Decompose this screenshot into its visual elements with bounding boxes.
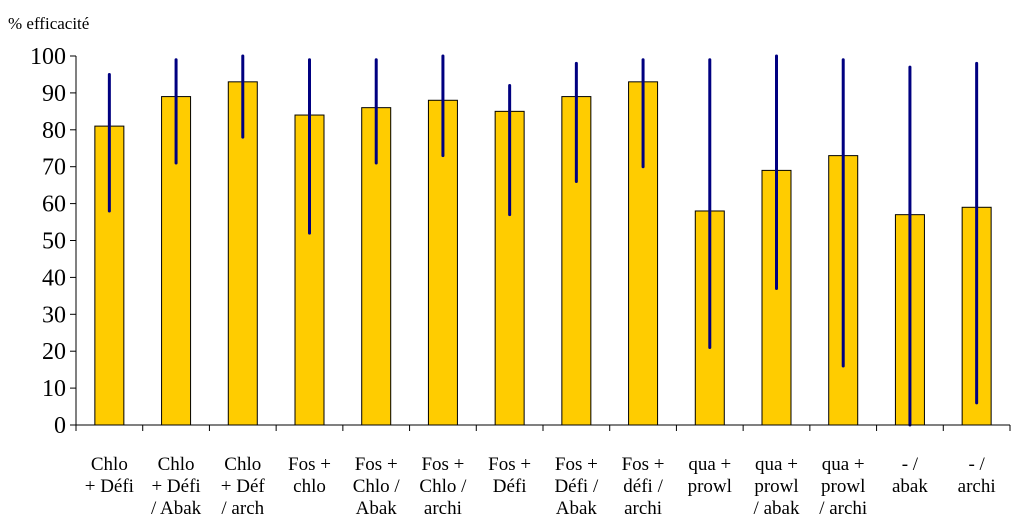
x-tick-label-line: prowl bbox=[688, 476, 732, 497]
x-tick-label-line: archi bbox=[624, 498, 662, 519]
x-tick-label: - / archi bbox=[958, 454, 996, 497]
x-tick-label: Fos + Défi / Abak bbox=[554, 454, 599, 519]
x-tick-label-line: qua + bbox=[688, 454, 731, 475]
x-tick-label-line: Fos + bbox=[555, 454, 598, 475]
x-tick-label-line: Chlo / bbox=[419, 476, 467, 497]
y-tick-label: 80 bbox=[42, 118, 66, 144]
x-tick-label-line: Chlo / bbox=[353, 476, 401, 497]
y-tick-label: 20 bbox=[42, 339, 66, 365]
x-tick-label-line: chlo bbox=[293, 476, 326, 497]
x-tick-label-line: archi bbox=[424, 498, 462, 519]
x-tick-label-line: archi bbox=[958, 476, 996, 497]
x-tick-label-line: - / bbox=[968, 454, 985, 475]
y-tick-label: 50 bbox=[42, 229, 66, 255]
x-tick-label-line: / abak bbox=[754, 498, 800, 519]
y-tick-label: 60 bbox=[42, 192, 66, 218]
y-tick-label: 10 bbox=[42, 376, 66, 402]
x-tick-label-line: / Abak bbox=[151, 498, 202, 519]
x-tick-label-line: / arch bbox=[221, 498, 264, 519]
x-tick-label-line: qua + bbox=[822, 454, 865, 475]
x-tick-label-line: abak bbox=[892, 476, 928, 497]
x-tick-label: Chlo + Déf / arch bbox=[221, 454, 266, 519]
y-tick-label: 70 bbox=[42, 155, 66, 181]
x-tick-label-line: Défi / bbox=[554, 476, 599, 497]
x-tick-label-line: prowl bbox=[821, 476, 865, 497]
x-tick-label-line: Fos + bbox=[355, 454, 398, 475]
x-tick-label: Fos + Chlo / Abak bbox=[353, 454, 401, 519]
x-tick-label-line: Chlo bbox=[224, 454, 261, 475]
x-tick-label-line: Chlo bbox=[158, 454, 195, 475]
x-tick-label-line: Fos + bbox=[622, 454, 665, 475]
x-tick-label-line: Fos + bbox=[488, 454, 531, 475]
x-tick-label: qua + prowl / abak bbox=[754, 454, 800, 519]
x-tick-label: qua + prowl bbox=[688, 454, 732, 497]
x-tick-label-line: + Déf bbox=[221, 476, 266, 497]
x-tick-label-line: Abak bbox=[556, 498, 598, 519]
x-tick-label: - / abak bbox=[892, 454, 928, 497]
y-axis-label: % efficacité bbox=[8, 14, 89, 33]
x-tick-label-line: Défi bbox=[493, 476, 527, 497]
x-tick-label: qua + prowl / archi bbox=[819, 454, 867, 519]
x-tick-label: Chlo + Défi / Abak bbox=[151, 454, 202, 519]
x-tick-label-line: + Défi bbox=[151, 476, 200, 497]
x-tick-label-line: Abak bbox=[356, 498, 398, 519]
x-tick-label-line: + Défi bbox=[85, 476, 134, 497]
x-tick-label-line: / archi bbox=[819, 498, 867, 519]
x-tick-label-line: Chlo bbox=[91, 454, 128, 475]
x-tick-label-line: Fos + bbox=[288, 454, 331, 475]
y-tick-label: 30 bbox=[42, 302, 66, 328]
x-tick-label: Fos + défi / archi bbox=[622, 454, 665, 519]
x-tick-label-line: qua + bbox=[755, 454, 798, 475]
x-tick-label: Fos + Défi bbox=[488, 454, 531, 497]
y-tick-label: 100 bbox=[30, 44, 66, 70]
x-tick-label-line: Fos + bbox=[421, 454, 464, 475]
x-tick-label: Fos + chlo bbox=[288, 454, 331, 497]
x-tick-label-line: - / bbox=[902, 454, 919, 475]
x-tick-label: Chlo + Défi bbox=[85, 454, 134, 497]
y-tick-label: 90 bbox=[42, 81, 66, 107]
x-tick-label: Fos + Chlo / archi bbox=[419, 454, 467, 519]
y-tick-label: 40 bbox=[42, 265, 66, 291]
x-tick-label-line: défi / bbox=[623, 476, 663, 497]
x-tick-label-line: prowl bbox=[754, 476, 798, 497]
y-tick-label: 0 bbox=[54, 413, 66, 439]
